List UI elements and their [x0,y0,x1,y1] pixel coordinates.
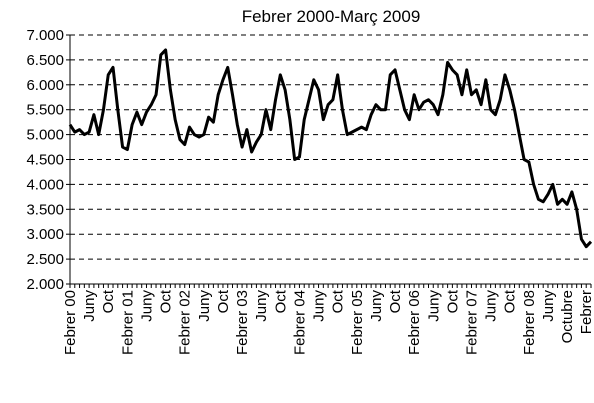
x-tick-label: Oct [387,289,404,313]
x-tick-label: Febrer 03 [234,290,251,355]
x-tick-label: Febrer 04 [291,290,308,355]
y-tick-label: 6.500 [26,52,64,69]
x-tick-label: Oct [100,289,117,313]
y-tick-label: 2.500 [26,251,64,268]
x-tick-label: Juny [483,290,500,322]
x-tick-label: Juny [138,290,155,322]
x-tick-label: Juny [253,290,270,322]
x-tick-label: Oct [158,289,175,313]
x-tick-label: Juny [425,290,442,322]
x-tick-label: Febrer 00 [62,290,79,355]
x-tick-label: Octubre [559,290,576,343]
x-tick-label: Febrer 08 [521,290,538,355]
y-tick-label: 6.000 [26,77,64,94]
x-tick-label: Febrer [578,290,594,334]
x-tick-label: Febrer 07 [464,290,481,355]
y-tick-label: 2.000 [26,276,64,293]
y-tick-label: 5.500 [26,102,64,119]
x-tick-label: Oct [330,289,347,313]
x-tick-label: Juny [368,290,385,322]
x-tick-label: Oct [502,289,519,313]
x-tick-label: Febrer 01 [119,290,136,355]
x-tick-label: Juny [81,290,98,322]
y-tick-label: 3.000 [26,226,64,243]
x-tick-label: Juny [540,290,557,322]
y-tick-label: 5.000 [26,127,64,144]
x-tick-label: Febrer 02 [177,290,194,355]
y-tick-label: 4.500 [26,152,64,169]
line [68,48,593,249]
y-tick-label: 4.000 [26,176,64,193]
x-tick-label: Juny [196,290,213,322]
x-tick-label: Oct [272,289,289,313]
x-tick-label: Juny [311,290,328,322]
y-tick-label: 3.500 [26,201,64,218]
x-tick-label: Febrer 05 [349,290,366,355]
x-tick-label: Febrer 06 [406,290,423,355]
y-tick-label: 7.000 [26,27,64,44]
x-tick-label: Oct [444,289,461,313]
x-tick-label: Oct [215,289,232,313]
chart-title: Febrer 2000-Març 2009 [242,7,421,26]
